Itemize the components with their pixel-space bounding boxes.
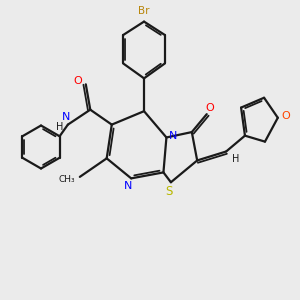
Text: O: O <box>282 111 290 121</box>
Text: H: H <box>56 122 63 132</box>
Text: O: O <box>73 76 82 86</box>
Text: O: O <box>205 103 214 113</box>
Text: S: S <box>166 185 173 198</box>
Text: CH₃: CH₃ <box>59 175 76 184</box>
Text: Br: Br <box>138 6 150 16</box>
Text: N: N <box>62 112 70 122</box>
Text: N: N <box>169 131 177 141</box>
Text: N: N <box>124 181 132 191</box>
Text: H: H <box>232 154 239 164</box>
